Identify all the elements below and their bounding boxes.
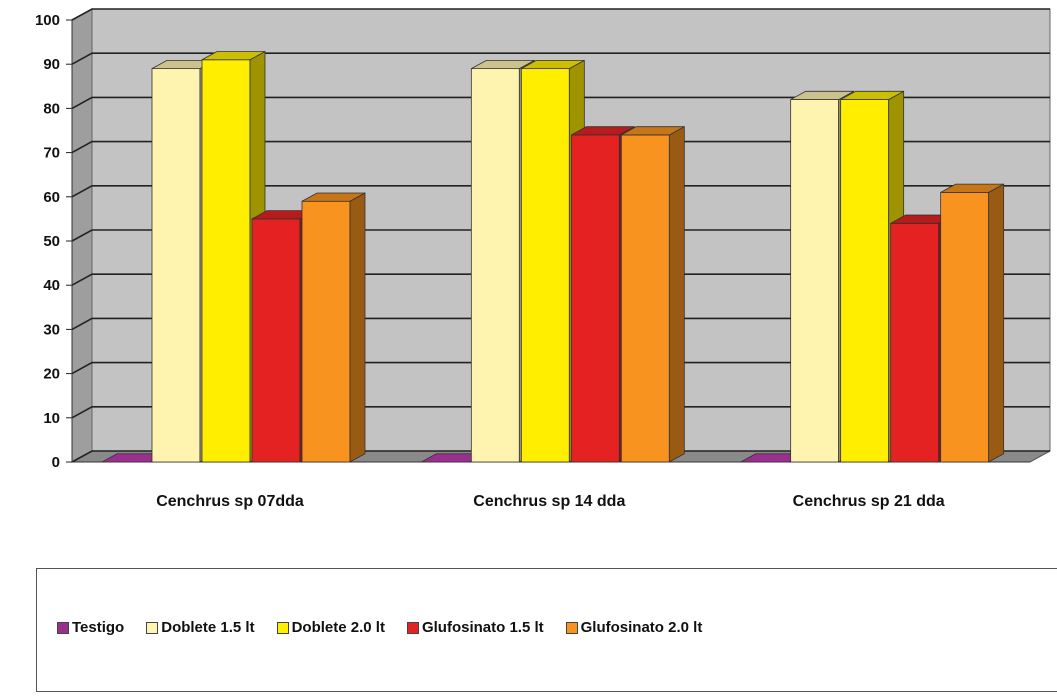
legend-swatch xyxy=(276,621,289,634)
y-tick-label: 40 xyxy=(43,277,60,294)
bar-top xyxy=(840,90,904,100)
y-tick-label: 30 xyxy=(43,321,60,338)
legend-item-doblete-2-0: Doblete 2.0 lt xyxy=(276,619,385,636)
bar-side xyxy=(349,192,366,463)
bar xyxy=(620,125,685,463)
gridline xyxy=(71,96,1050,110)
legend-swatch xyxy=(406,621,419,634)
bar-front xyxy=(940,191,990,463)
bar-top xyxy=(521,59,585,70)
bar-side xyxy=(668,125,685,463)
bar-front xyxy=(570,134,620,463)
bar-front xyxy=(520,68,570,463)
bar-front xyxy=(201,59,251,463)
legend-label: Testigo xyxy=(72,619,125,636)
y-tick-label: 0 xyxy=(52,454,60,471)
bar-front xyxy=(251,218,301,463)
gridline xyxy=(71,361,1050,375)
x-category-label: Cenchrus sp 14 dda xyxy=(473,493,625,510)
bar-front xyxy=(301,200,351,463)
y-tick-label: 80 xyxy=(43,100,60,117)
bar-top xyxy=(471,59,535,70)
bar-front xyxy=(151,68,201,463)
legend-item-glufosinato-1-5: Glufosinato 1.5 lt xyxy=(406,619,544,636)
gridline xyxy=(71,229,1050,242)
bar xyxy=(301,192,366,463)
gridline xyxy=(71,52,1050,65)
gridline xyxy=(71,140,1050,154)
gridline xyxy=(71,185,1050,198)
bar-front xyxy=(890,222,940,463)
y-axis: 0 10 20 30 40 50 60 70 80 90 100 xyxy=(35,12,1030,471)
legend-label: Doblete 2.0 lt xyxy=(291,619,385,636)
bar-top xyxy=(790,90,854,100)
legend: Testigo Doblete 1.5 lt Doblete 2.0 lt Gl… xyxy=(36,568,1057,692)
legend-label: Glufosinato 1.5 lt xyxy=(421,619,544,636)
y-tick-label: 90 xyxy=(43,56,60,73)
legend-item-glufosinato-2-0: Glufosinato 2.0 lt xyxy=(565,619,703,636)
bar-top xyxy=(201,51,266,61)
gridline xyxy=(71,317,1050,331)
y-tick-label: 60 xyxy=(43,189,60,206)
bars xyxy=(101,50,1005,463)
chart: 0 10 20 30 40 50 60 70 80 90 100 Cenchrus sp 07dda… xyxy=(35,8,1051,510)
bar-side xyxy=(988,183,1005,463)
y-tick-label: 100 xyxy=(35,12,60,29)
bar-top xyxy=(621,126,685,136)
bar-top xyxy=(301,192,366,202)
y-tick-label: 10 xyxy=(43,410,60,427)
bar xyxy=(740,453,804,463)
x-category-label: Cenchrus sp 07dda xyxy=(156,493,304,510)
gridline xyxy=(71,8,1050,21)
legend-label: Doblete 1.5 lt xyxy=(161,619,255,636)
gridlines xyxy=(71,8,1050,463)
gridline xyxy=(71,405,1050,419)
bar-top xyxy=(940,183,1004,193)
legend-swatch xyxy=(57,621,69,634)
legend-swatch xyxy=(565,621,578,634)
legend-items: Testigo Doblete 1.5 lt Doblete 2.0 lt Gl… xyxy=(57,619,702,636)
gridline xyxy=(71,273,1050,286)
bar-top xyxy=(571,126,635,136)
legend-swatch xyxy=(146,621,159,634)
bar xyxy=(201,50,266,463)
bar-front xyxy=(470,68,520,463)
y-tick-label: 50 xyxy=(43,233,60,250)
x-axis-labels: Cenchrus sp 07dda Cenchrus sp 14 dda Cench… xyxy=(156,493,945,510)
y-tick-label: 20 xyxy=(43,366,60,383)
y-tick-label: 70 xyxy=(43,145,60,162)
legend-item-doblete-1-5: Doblete 1.5 lt xyxy=(146,619,255,636)
bar xyxy=(940,183,1005,463)
legend-item-testigo: Testigo xyxy=(57,619,124,636)
bar-front xyxy=(790,99,840,463)
x-category-label: Cenchrus sp 21 dda xyxy=(793,493,945,510)
bar-front xyxy=(620,134,670,463)
legend-label: Glufosinato 2.0 lt xyxy=(580,619,703,636)
gridline xyxy=(71,450,1050,463)
bar-front xyxy=(840,99,890,463)
